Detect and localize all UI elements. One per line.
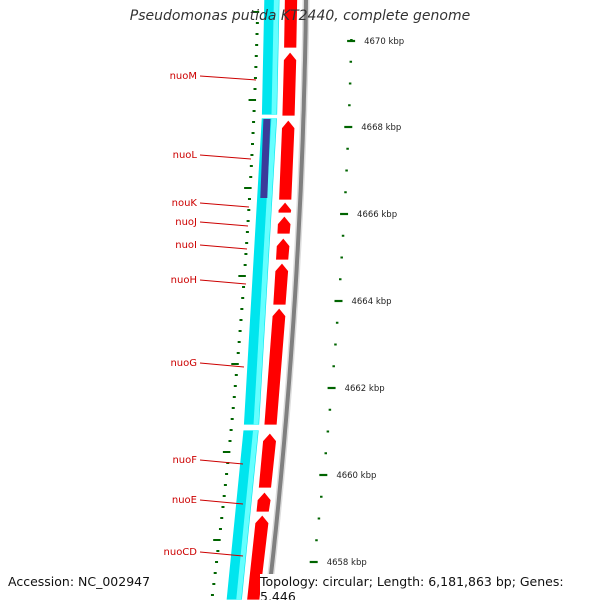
leader-line bbox=[199, 202, 250, 208]
forward-gene-1 bbox=[281, 51, 298, 117]
leader-line bbox=[199, 221, 249, 227]
forward-gene-10 bbox=[246, 514, 270, 600]
scale-label: 4658 kbp bbox=[327, 558, 367, 568]
scale-label: 4664 kbp bbox=[351, 297, 391, 307]
accession-text: Accession: NC_002947 bbox=[8, 574, 151, 589]
genome-backbone bbox=[266, 0, 308, 600]
gene-label: nuoI bbox=[175, 240, 197, 251]
gene-label: nuoL bbox=[173, 150, 198, 161]
forward-gene-0 bbox=[283, 0, 298, 49]
reverse-gene-shade-2 bbox=[236, 430, 259, 600]
forward-gene-5 bbox=[275, 237, 291, 261]
highlighted-gene bbox=[260, 119, 271, 198]
leader-line bbox=[199, 75, 257, 81]
leader-line bbox=[199, 362, 245, 368]
forward-gene-3 bbox=[277, 201, 293, 214]
leader-line bbox=[199, 499, 244, 505]
gene-label: nuoH bbox=[171, 275, 197, 286]
leader-line bbox=[199, 279, 247, 285]
scale-label: 4660 kbp bbox=[336, 471, 376, 481]
forward-gene-2 bbox=[278, 119, 296, 201]
scale-label: 4662 kbp bbox=[345, 384, 385, 394]
forward-gene-8 bbox=[257, 432, 277, 489]
forward-gene-9 bbox=[255, 491, 272, 513]
genome-summary-text: Topology: circular; Length: 6,181,863 bp… bbox=[260, 574, 600, 600]
gene-label: nuoF bbox=[172, 455, 197, 466]
reverse-gene-shade-1 bbox=[253, 118, 277, 425]
tick-layer: 4670 kbp 4668 kbp 4666 kbp 4664 kbp 4662 kbp… bbox=[210, 11, 404, 596]
forward-gene-7 bbox=[263, 307, 287, 426]
reverse-gene-shade-0 bbox=[271, 0, 279, 115]
gene-label: nuoJ bbox=[175, 217, 197, 228]
label-layer: nuoM nuoL nouK nuoJ nuoI nuoH nuoG nuoF nuoE nuoC… bbox=[164, 71, 257, 558]
scale-label: 4668 kbp bbox=[361, 123, 401, 133]
scale-label: 4666 kbp bbox=[357, 210, 397, 220]
strand-layer bbox=[225, 0, 310, 600]
scale-label: 4670 kbp bbox=[364, 37, 404, 47]
gene-label: nuoG bbox=[170, 358, 197, 369]
leader-line bbox=[199, 551, 244, 557]
forward-gene-6 bbox=[272, 262, 289, 306]
leader-line bbox=[199, 154, 252, 160]
gene-label: nouK bbox=[172, 198, 198, 209]
leader-line bbox=[199, 459, 244, 465]
leader-line bbox=[199, 244, 248, 250]
gene-label: nuoE bbox=[172, 495, 197, 506]
forward-gene-4 bbox=[276, 215, 292, 235]
gene-label: nuoM bbox=[170, 71, 197, 82]
gene-label: nuoCD bbox=[164, 547, 198, 558]
map-title: Pseudomonas putida KT2440, complete geno… bbox=[129, 8, 471, 24]
